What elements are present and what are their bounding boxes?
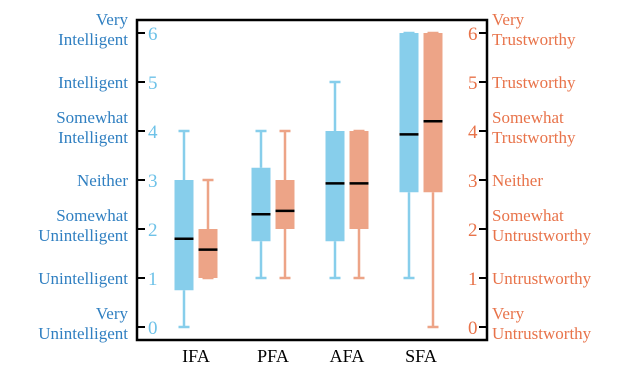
box-sfa-trust xyxy=(423,31,443,329)
left-axis-labels: VeryUnintelligentUnintelligentSomewhatUn… xyxy=(38,10,128,343)
right-axis-category-label: Very xyxy=(492,10,525,29)
left-axis-category-label: Intelligent xyxy=(58,73,128,92)
right-axis-category-label: Neither xyxy=(492,171,543,190)
iqr-box xyxy=(174,180,194,291)
right-tick-label: 6 xyxy=(468,24,478,45)
x-category-label: SFA xyxy=(405,346,437,366)
box-pfa-trust xyxy=(275,129,295,280)
box-sfa-intelligence xyxy=(399,31,419,280)
right-tick-label: 4 xyxy=(468,122,478,143)
x-axis-categories: IFA PFA AFA SFA xyxy=(182,346,437,366)
iqr-box xyxy=(275,180,295,229)
box-pfa-intelligence xyxy=(251,129,271,280)
left-axis-category-label: Somewhat xyxy=(56,206,128,225)
left-axis-category-label: Unintelligent xyxy=(38,269,128,288)
iqr-box xyxy=(325,131,345,242)
left-tick-label: 6 xyxy=(148,24,158,45)
left-tick-label: 5 xyxy=(148,73,158,94)
left-axis-category-label: Unintelligent xyxy=(38,324,128,343)
iqr-box xyxy=(349,131,369,229)
right-axis-category-label: Somewhat xyxy=(492,206,564,225)
left-axis-category-label: Very xyxy=(96,10,129,29)
plot-frame xyxy=(135,18,489,342)
right-axis-category-label: Trustworthy xyxy=(492,73,576,92)
left-tick-label: 2 xyxy=(148,220,158,241)
box-afa-trust xyxy=(349,129,369,280)
right-axis-category-label: Untrustworthy xyxy=(492,226,592,245)
left-axis-category-label: Very xyxy=(96,304,129,323)
right-tick-label: 5 xyxy=(468,73,478,94)
left-axis-ticks: 0 1 2 3 4 5 6 xyxy=(137,24,158,339)
left-axis-category-label: Intelligent xyxy=(58,30,128,49)
x-category-label: AFA xyxy=(330,346,365,366)
box-series xyxy=(174,31,443,329)
right-axis-labels: VeryUntrustworthyUntrustworthySomewhatUn… xyxy=(492,10,592,343)
right-axis-category-label: Trustworthy xyxy=(492,30,576,49)
left-axis-category-label: Intelligent xyxy=(58,128,128,147)
left-tick-label: 4 xyxy=(148,122,158,143)
iqr-box xyxy=(399,33,419,193)
left-tick-label: 1 xyxy=(148,269,158,290)
box-afa-intelligence xyxy=(325,80,345,280)
iqr-box xyxy=(251,167,271,242)
right-axis-category-label: Trustworthy xyxy=(492,128,576,147)
box-ifa-trust xyxy=(198,178,218,280)
right-axis-category-label: Somewhat xyxy=(492,108,564,127)
right-axis-ticks: 0 1 2 3 4 5 6 xyxy=(468,24,487,339)
box-ifa-intelligence xyxy=(174,129,194,329)
x-category-label: PFA xyxy=(257,346,289,366)
iqr-box xyxy=(198,229,218,278)
right-axis-category-label: Very xyxy=(492,304,525,323)
right-tick-label: 0 xyxy=(468,318,478,339)
right-tick-label: 1 xyxy=(468,269,478,290)
right-tick-label: 2 xyxy=(468,220,478,241)
right-tick-label: 3 xyxy=(468,171,478,192)
left-tick-label: 3 xyxy=(148,171,158,192)
right-axis-category-label: Untrustworthy xyxy=(492,269,592,288)
left-axis-category-label: Unintelligent xyxy=(38,226,128,245)
iqr-box xyxy=(423,33,443,193)
left-axis-category-label: Neither xyxy=(77,171,128,190)
right-axis-category-label: Untrustworthy xyxy=(492,324,592,343)
left-tick-label: 0 xyxy=(148,318,158,339)
left-axis-category-label: Somewhat xyxy=(56,108,128,127)
x-category-label: IFA xyxy=(182,346,210,366)
